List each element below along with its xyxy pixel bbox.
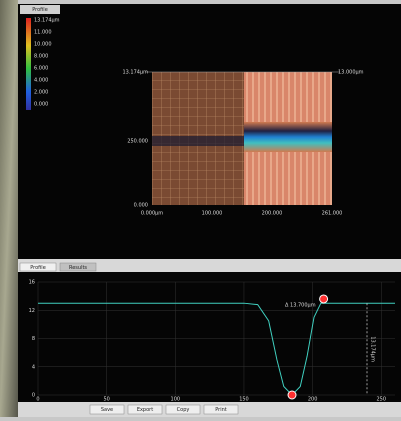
colorbar-label: 8.000 [34,54,48,60]
y-tick-label: 0 [32,393,35,399]
axis-label: 13.174µm [122,70,148,76]
top-tab-label[interactable]: Profile [32,7,48,13]
colorbar-label: 2.000 [34,90,48,96]
x-tick-label: 150 [239,397,249,403]
button-label[interactable]: Save [101,407,113,413]
button-label[interactable]: Print [215,407,227,413]
colorbar-label: 4.000 [34,78,48,84]
profile-line [38,302,395,396]
image-band-left [152,136,244,146]
colorbar [26,18,31,110]
button-label[interactable]: Copy [177,407,190,413]
tab-label[interactable]: Results [69,265,87,271]
x-label: 100.000 [202,211,223,217]
x-tick-label: 0 [36,397,39,403]
sidebar [0,0,18,417]
x-tick-label: 100 [171,397,181,403]
colorbar-label: 0.000 [34,102,48,108]
image-band [244,122,332,152]
x-tick-label: 50 [103,397,109,403]
axis-label: 0.000 [134,203,148,209]
axis-label: 13.000µm [338,70,364,76]
axis-label: 250.000 [127,139,148,145]
colorbar-label: 11.000 [34,30,52,36]
marker[interactable] [287,390,297,400]
button-label[interactable]: Export [137,407,153,413]
y-tick-label: 12 [29,308,35,314]
y-tick-label: 8 [32,336,35,342]
y-tick-label: 16 [29,280,35,286]
x-label: 261.000 [322,211,343,217]
button[interactable] [165,404,201,415]
delta-label: Δ 13.700µm [285,302,316,308]
height-label: 13.174µm [370,336,376,362]
x-tick-label: 200 [308,397,318,403]
top-tab[interactable] [20,5,60,14]
plot-panel [18,272,401,402]
colorbar-label: 6.000 [34,66,48,72]
colorbar-label: 10.000 [34,42,52,48]
button[interactable] [89,404,125,415]
x-label: 200.000 [262,211,283,217]
tab[interactable] [59,262,97,272]
x-label: 0.000µm [141,211,163,217]
x-tick-label: 250 [376,397,386,403]
marker[interactable] [319,294,329,304]
y-tick-label: 4 [32,364,35,370]
button[interactable] [127,404,163,415]
tab[interactable] [19,262,57,272]
button[interactable] [203,404,239,415]
colorbar-label: 13.174µm [34,18,60,24]
tab-label[interactable]: Profile [30,265,46,271]
